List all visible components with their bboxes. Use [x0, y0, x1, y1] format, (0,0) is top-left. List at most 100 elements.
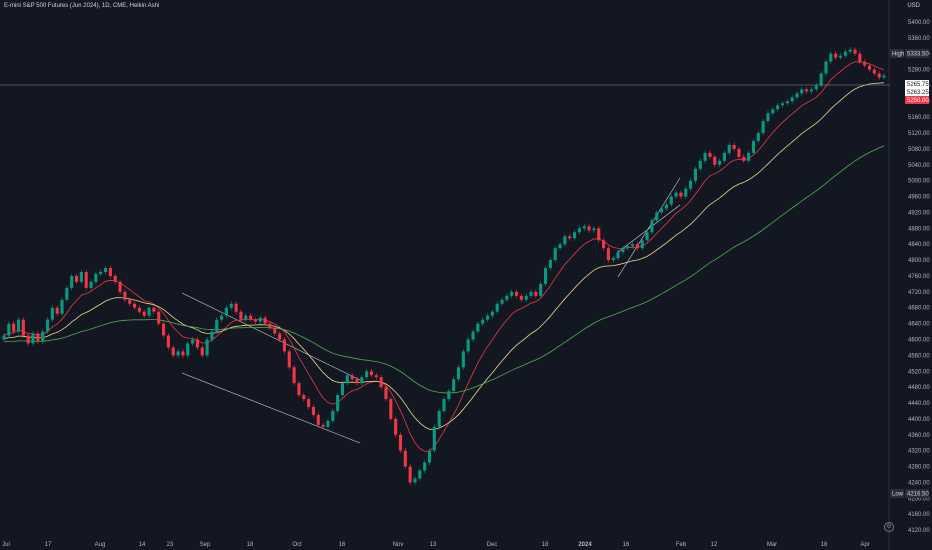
- candle-body: [229, 303, 233, 308]
- time-tick-label: 2024: [578, 542, 592, 548]
- candle-body: [732, 144, 736, 149]
- candle-body: [331, 410, 335, 421]
- candle-body: [611, 258, 615, 261]
- time-tick-label: Mar: [767, 542, 777, 548]
- candle-body: [514, 291, 519, 296]
- candle-body: [12, 323, 16, 332]
- candle-body: [16, 319, 21, 332]
- candle-body: [152, 307, 156, 312]
- high-value: 5333.50: [907, 52, 929, 58]
- time-tick-label: Aug: [95, 542, 106, 548]
- moving-average-line: [3, 145, 885, 394]
- candle-body: [215, 319, 219, 332]
- candle-body: [582, 226, 586, 229]
- candle-body: [311, 406, 316, 415]
- trendline[interactable]: [617, 204, 681, 253]
- candle-body: [563, 236, 567, 245]
- candle-body: [26, 335, 30, 344]
- candle-body: [548, 260, 552, 269]
- time-tick-label: 17: [45, 542, 52, 548]
- candle-body: [108, 268, 112, 276]
- price-tick-label: 4160.00: [908, 512, 930, 518]
- candle-body: [867, 65, 872, 70]
- trendlines: [181, 177, 681, 444]
- candle-body: [302, 395, 306, 400]
- settings-icon[interactable]: ⚙: [884, 522, 894, 532]
- candle-body: [200, 347, 204, 356]
- candle-body: [94, 273, 98, 282]
- price-tick-label: 4120.00: [908, 528, 930, 534]
- high-marker: High 5333.50: [890, 49, 929, 58]
- candle-body: [205, 339, 209, 356]
- candle-body: [374, 375, 378, 378]
- candle-body: [631, 244, 635, 247]
- candle-body: [307, 399, 311, 407]
- candle-body: [268, 323, 272, 328]
- candle-body: [640, 240, 644, 249]
- candle-body: [258, 317, 262, 322]
- candle-body: [113, 275, 117, 282]
- time-tick-label: 16: [623, 542, 630, 548]
- current-price-3: 5250.00: [907, 98, 929, 104]
- candle-body: [157, 311, 161, 324]
- time-axis[interactable]: Jul 17 Aug 14 23 Sep 18 Oct 16 Nov 13 Dec 18 2024 16 Fe…: [2, 542, 870, 548]
- candle-body: [394, 418, 398, 435]
- moving-averages: [3, 61, 885, 452]
- candle-body: [543, 268, 548, 284]
- candle-body: [89, 281, 93, 288]
- price-tick-label: 4800.00: [908, 258, 930, 264]
- candle-body: [558, 244, 562, 249]
- candle-body: [384, 387, 388, 400]
- trendline[interactable]: [181, 292, 361, 381]
- candle-body: [882, 75, 886, 78]
- time-tick-label: 16: [339, 542, 346, 548]
- candle-body: [321, 424, 325, 427]
- candle-body: [495, 303, 499, 312]
- trendline[interactable]: [617, 177, 681, 278]
- candle-body: [355, 379, 359, 384]
- time-tick-label: 13: [430, 542, 437, 548]
- price-tick-label: 4600.00: [908, 337, 930, 343]
- time-tick-label: 14: [139, 542, 146, 548]
- candle-body: [461, 351, 465, 368]
- candle-body: [776, 105, 780, 110]
- moving-average-line: [3, 61, 885, 452]
- candle-body: [510, 291, 514, 296]
- time-tick-label: Jul: [2, 542, 10, 548]
- candle-body: [635, 244, 639, 249]
- candle-body: [626, 246, 630, 249]
- candle-body: [684, 188, 688, 197]
- candle-body: [761, 121, 765, 134]
- candle-body: [476, 323, 480, 332]
- price-tick-label: 5040.00: [908, 163, 930, 169]
- candle-body: [737, 148, 741, 157]
- candle-body: [166, 335, 170, 348]
- currency-label[interactable]: USD: [907, 3, 920, 9]
- candle-body: [50, 307, 54, 320]
- candle-body: [568, 236, 572, 239]
- candle-body: [471, 331, 475, 340]
- candle-body: [805, 89, 809, 92]
- candle-body: [282, 339, 287, 352]
- candle-body: [689, 180, 693, 189]
- current-price-2: 5263.25: [907, 90, 929, 96]
- candle-body: [408, 466, 412, 483]
- candle-body: [747, 152, 751, 161]
- candle-body: [244, 315, 248, 320]
- time-tick-label: 18: [247, 542, 254, 548]
- trendline[interactable]: [181, 372, 361, 444]
- candle-body: [824, 61, 828, 74]
- candle-body: [858, 53, 862, 62]
- candle-body: [485, 315, 490, 320]
- candle-body: [427, 450, 432, 463]
- candle-body: [872, 69, 876, 74]
- candle-body: [297, 383, 301, 396]
- candle-body: [853, 49, 857, 54]
- price-tick-label: 4680.00: [908, 306, 930, 312]
- candle-body: [800, 89, 804, 94]
- price-tick-label: 4520.00: [908, 369, 930, 375]
- price-tick-label: 4880.00: [908, 226, 930, 232]
- candle-body: [592, 228, 596, 231]
- candle-body: [326, 420, 330, 427]
